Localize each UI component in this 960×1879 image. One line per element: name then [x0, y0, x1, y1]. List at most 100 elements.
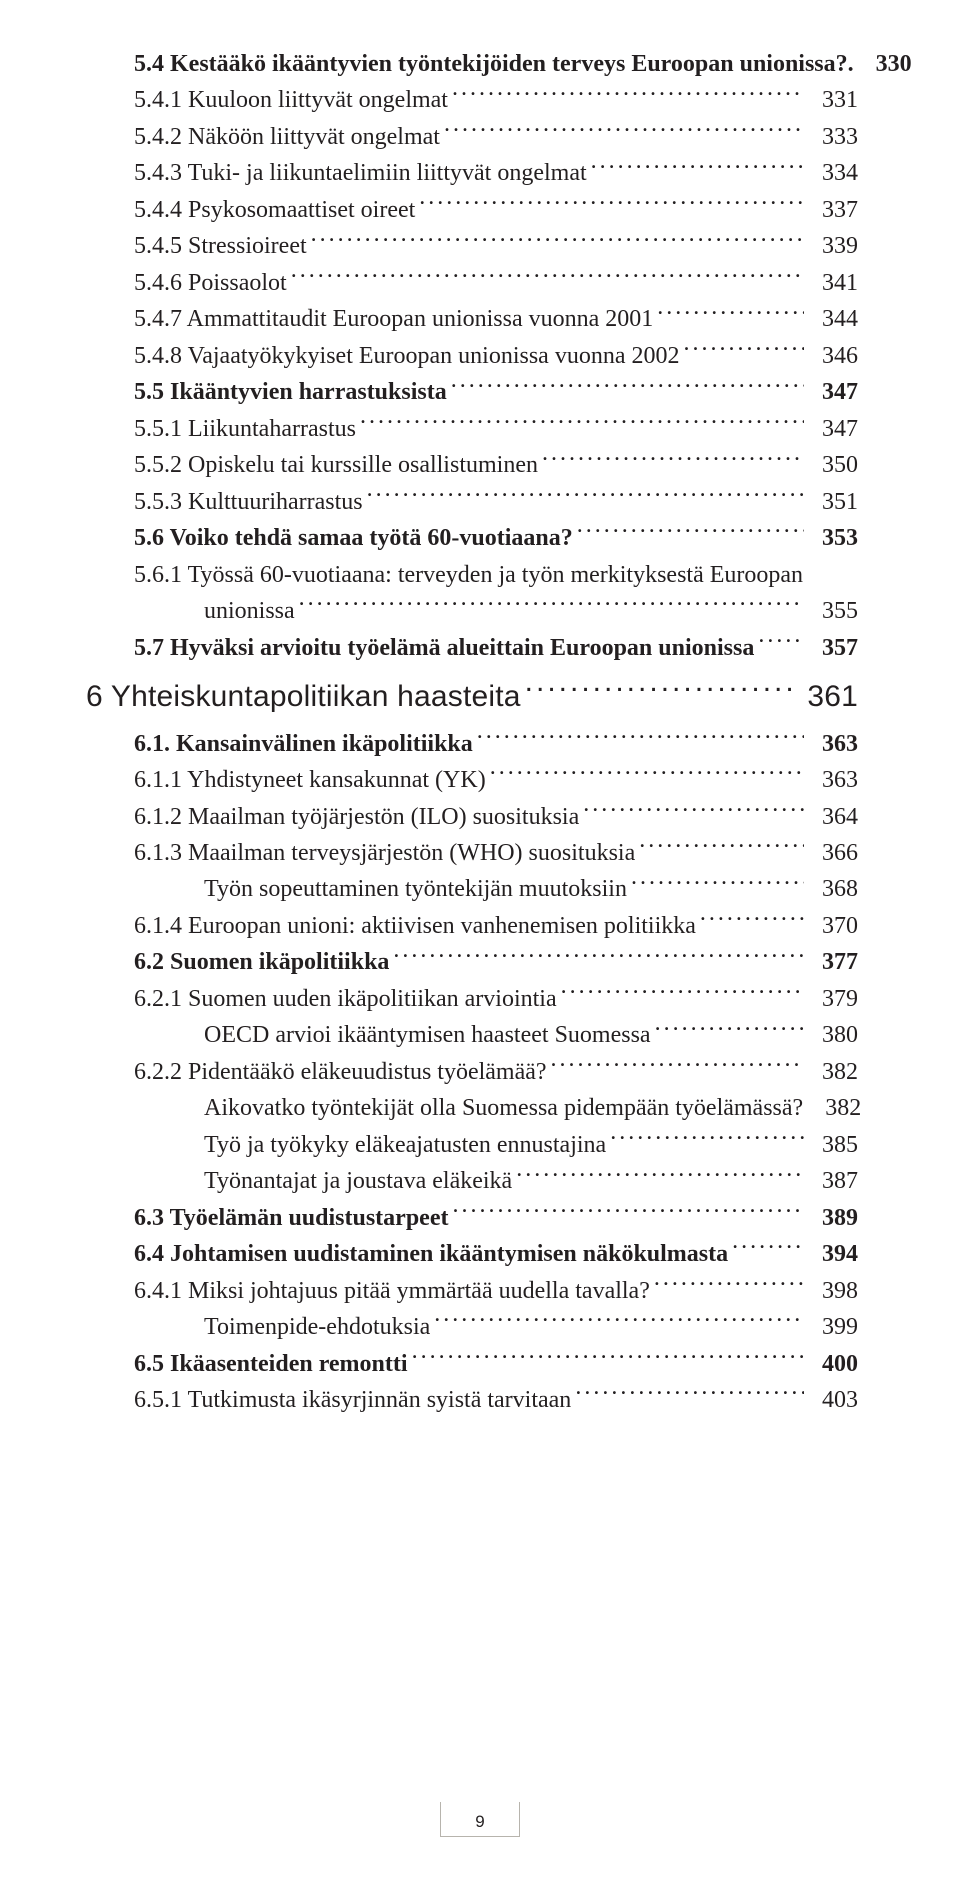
toc-entry-continuation: unionissa355	[86, 593, 858, 629]
toc-entry: 5.4.1 Kuuloon liittyvät ongelmat 331	[86, 82, 858, 118]
toc-entry-page: 361	[803, 674, 858, 720]
document-page: 5.4 Kestääkö ikääntyvien työntekijöiden …	[0, 0, 960, 1879]
toc-entry: 5.5.1 Liikuntaharrastus 347	[86, 411, 858, 447]
toc-entry-page: 363	[808, 762, 858, 798]
toc-entry-label: 5.4.1 Kuuloon liittyvät ongelmat	[134, 82, 448, 118]
toc-entry: Aikovatko työntekijät olla Suomessa pide…	[86, 1090, 858, 1126]
toc-entry-page: 389	[808, 1200, 858, 1236]
toc-entry-label: Työ ja työkyky eläkeajatusten ennustajin…	[204, 1127, 606, 1163]
toc-entry-label: 5.4.8 Vajaatyökykyiset Euroopan unioniss…	[134, 338, 679, 374]
toc-entry-page: 353	[808, 520, 858, 556]
toc-entry-page: 370	[808, 908, 858, 944]
toc-entry-page: 344	[808, 301, 858, 337]
toc-entry-label: 5.5 Ikääntyvien harrastuksista	[134, 374, 447, 410]
toc-entry-page: 351	[808, 484, 858, 520]
toc-entry-page: 394	[808, 1236, 858, 1272]
toc-entry-label: 6.2.1 Suomen uuden ikäpolitiikan arvioin…	[134, 981, 557, 1017]
toc-leader-dots	[444, 120, 804, 144]
toc-entry-label: 6.4.1 Miksi johtajuus pitää ymmärtää uud…	[134, 1273, 650, 1309]
toc-entry: 5.7 Hyväksi arvioitu työelämä alueittain…	[86, 630, 858, 666]
toc-entry-page: 382	[808, 1054, 858, 1090]
toc-entry: 6.1.3 Maailman terveysjärjestön (WHO) su…	[86, 835, 858, 871]
toc-entry-page: 368	[808, 871, 858, 907]
toc-leader-dots	[551, 1055, 804, 1079]
toc-entry-page: 346	[808, 338, 858, 374]
toc-leader-dots	[412, 1347, 804, 1371]
toc-entry-page: 334	[808, 155, 858, 191]
toc-entry: Työn sopeuttaminen työntekijän muutoksii…	[86, 871, 858, 907]
toc-entry-label: 6.5.1 Tutkimusta ikäsyrjinnän syistä tar…	[134, 1382, 571, 1418]
toc-entry-page: 341	[808, 265, 858, 301]
toc-leader-dots	[654, 1274, 804, 1298]
toc-entry: 5.5.3 Kulttuuriharrastus 351	[86, 484, 858, 520]
toc-entry-page: 333	[808, 119, 858, 155]
toc-leader-dots	[419, 193, 804, 217]
toc-entry-label: 5.5.1 Liikuntaharrastus	[134, 411, 356, 447]
toc-entry-label: 5.5.3 Kulttuuriharrastus	[134, 484, 363, 520]
toc-entry-label: 6.2.2 Pidentääkö eläkeuudistus työelämää…	[134, 1054, 547, 1090]
toc-entry-page: 363	[808, 726, 858, 762]
toc-leader-dots	[639, 836, 804, 860]
toc-entry: 5.4.2 Näköön liittyvät ongelmat 333	[86, 119, 858, 155]
toc-entry: 6.4.1 Miksi johtajuus pitää ymmärtää uud…	[86, 1273, 858, 1309]
toc-leader-dots	[525, 676, 800, 706]
toc-entry-label: Työnantajat ja joustava eläkeikä	[204, 1163, 512, 1199]
toc-entry-label: 6.1.1 Yhdistyneet kansakunnat (YK)	[134, 762, 486, 798]
toc-leader-dots	[657, 302, 804, 326]
toc-entry-label: 5.7 Hyväksi arvioitu työelämä alueittain…	[134, 630, 754, 666]
toc-leader-dots	[655, 1018, 804, 1042]
toc-entry-page: 347	[808, 411, 858, 447]
toc-entry: 6.2.1 Suomen uuden ikäpolitiikan arvioin…	[86, 981, 858, 1017]
toc-leader-dots	[451, 375, 804, 399]
toc-leader-dots	[490, 763, 804, 787]
toc-leader-dots	[577, 521, 804, 545]
toc-leader-dots	[291, 266, 804, 290]
toc-entry-label: Toimenpide-ehdotuksia	[204, 1309, 430, 1345]
toc-entry-label: 6.2 Suomen ikäpolitiikka	[134, 944, 389, 980]
toc-entry-label: 6.5 Ikäasenteiden remontti	[134, 1346, 408, 1382]
toc-entry-page: 379	[808, 981, 858, 1017]
toc-entry-label: 6.1.4 Euroopan unioni: aktiivisen vanhen…	[134, 908, 696, 944]
toc-entry-page: 350	[808, 447, 858, 483]
toc-entry-label: 5.4 Kestääkö ikääntyvien työntekijöiden …	[134, 46, 854, 82]
page-footer: 9	[440, 1802, 520, 1837]
toc-entry-page: 337	[808, 192, 858, 228]
toc-chapter: 6 Yhteiskuntapolitiikan haasteita361	[86, 674, 858, 720]
toc-entry: 6.1.1 Yhdistyneet kansakunnat (YK) 363	[86, 762, 858, 798]
toc-leader-dots	[758, 631, 804, 655]
toc-entry-page: 330	[862, 46, 912, 82]
toc-entry-page: 364	[808, 799, 858, 835]
toc-entry-label: 6.3 Työelämän uudistustarpeet	[134, 1200, 448, 1236]
toc-entry: 5.5.2 Opiskelu tai kurssille osallistumi…	[86, 447, 858, 483]
toc-entry-page: 385	[808, 1127, 858, 1163]
toc-entry: Toimenpide-ehdotuksia 399	[86, 1309, 858, 1345]
toc-leader-dots	[393, 945, 804, 969]
toc-leader-dots	[452, 1201, 804, 1225]
toc-entry-page: 399	[808, 1309, 858, 1345]
toc-leader-dots	[360, 412, 804, 436]
toc-entry-page: 377	[808, 944, 858, 980]
toc-entry: 6.2.2 Pidentääkö eläkeuudistus työelämää…	[86, 1054, 858, 1090]
toc-entry-label: 5.6.1 Työssä 60-vuotiaana: terveyden ja …	[134, 562, 803, 588]
toc-leader-dots	[631, 872, 804, 896]
toc-leader-dots	[542, 448, 804, 472]
toc-entry: 6.3 Työelämän uudistustarpeet 389	[86, 1200, 858, 1236]
toc-entry: Työnantajat ja joustava eläkeikä387	[86, 1163, 858, 1199]
toc-entry-page: 403	[808, 1382, 858, 1418]
toc-entry: Työ ja työkyky eläkeajatusten ennustajin…	[86, 1127, 858, 1163]
toc-entry-page: 357	[808, 630, 858, 666]
toc-leader-dots	[683, 339, 804, 363]
toc-leader-dots	[299, 594, 804, 618]
toc-leader-dots	[452, 83, 804, 107]
toc-leader-dots	[311, 229, 804, 253]
toc-entry-label: 5.4.2 Näköön liittyvät ongelmat	[134, 119, 440, 155]
toc-entry: OECD arvioi ikääntymisen haasteet Suomes…	[86, 1017, 858, 1053]
toc-entry-label: Työn sopeuttaminen työntekijän muutoksii…	[204, 871, 627, 907]
toc-leader-dots	[367, 485, 804, 509]
toc-entry: 5.4.4 Psykosomaattiset oireet337	[86, 192, 858, 228]
toc-entry-page: 339	[808, 228, 858, 264]
toc-entry-page: 380	[808, 1017, 858, 1053]
toc-entry-page: 331	[808, 82, 858, 118]
toc-leader-dots	[516, 1164, 804, 1188]
page-number: 9	[440, 1802, 520, 1837]
